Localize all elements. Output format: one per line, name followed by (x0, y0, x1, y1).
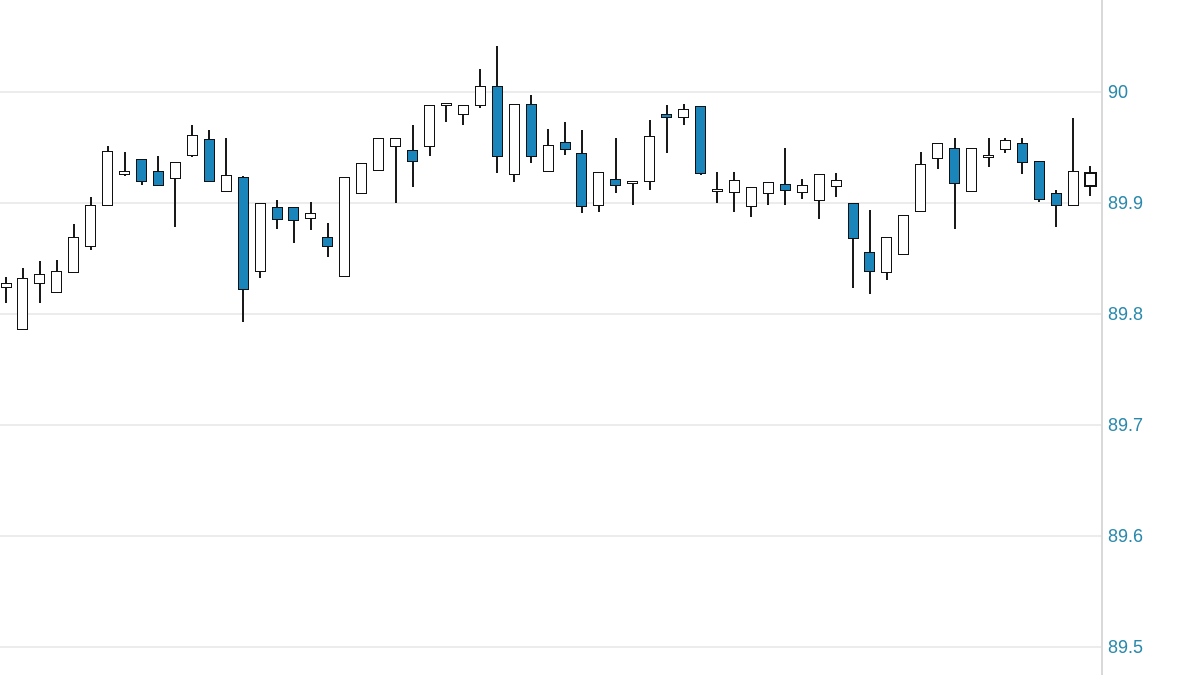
candle-up (796, 185, 808, 193)
candle-wick (564, 121, 567, 156)
candle-down (949, 147, 961, 185)
candle-up (356, 163, 368, 195)
candle-down (322, 237, 334, 248)
candle-up (220, 175, 232, 192)
candle-wick (445, 103, 448, 122)
candle-wick (1072, 117, 1075, 207)
candle-wick (987, 137, 990, 168)
candle-up (85, 205, 97, 248)
candle-down (1033, 160, 1045, 200)
candle-up (169, 161, 181, 179)
candle-down (610, 178, 622, 187)
candle-down (1050, 193, 1062, 207)
candle-wick (1055, 189, 1058, 228)
candle-up (881, 237, 893, 273)
candle-up (966, 147, 978, 192)
candle-up (508, 104, 520, 176)
current-candle (1083, 171, 1097, 188)
candle-up (678, 108, 690, 118)
candle-up (915, 164, 927, 212)
candle-down (288, 207, 300, 221)
candle-down (695, 106, 707, 175)
candle-up (999, 139, 1011, 150)
candle-up (17, 278, 29, 330)
y-axis-label: 90 (1108, 82, 1129, 102)
candle-up (186, 135, 198, 157)
candle-down (136, 158, 148, 182)
candle-up (1067, 170, 1079, 207)
candle-up (830, 179, 842, 188)
candle-down (779, 184, 791, 191)
y-axis-label: 89.9 (1108, 193, 1144, 213)
candle-up (932, 143, 944, 159)
candle-up (373, 137, 385, 171)
y-axis-line (1101, 0, 1103, 675)
candle-wick (784, 147, 787, 206)
candle-down (661, 114, 673, 118)
candle-down (491, 86, 503, 158)
candle-up (644, 136, 656, 182)
candle-wick (852, 203, 854, 289)
candle-up (593, 171, 605, 207)
candle-wick (5, 277, 7, 303)
y-axis-label: 89.8 (1108, 304, 1144, 324)
gridline (0, 535, 1101, 537)
candle-wick (665, 105, 668, 154)
candle-down (203, 138, 215, 182)
y-axis-label: 89.5 (1108, 637, 1144, 657)
candle-up (440, 103, 452, 107)
candle-up (0, 282, 12, 289)
candle-up (102, 150, 114, 207)
y-axis-label: 89.6 (1108, 526, 1144, 546)
gridline (0, 313, 1101, 315)
gridline (0, 202, 1101, 204)
candle-up (762, 181, 774, 195)
gridline (0, 91, 1101, 93)
candle-wick (614, 137, 617, 193)
candle-down (271, 207, 283, 220)
candle-up (424, 105, 435, 148)
candle-up (34, 274, 46, 285)
candle-wick (225, 137, 228, 192)
candle-up (68, 237, 80, 273)
gridline (0, 424, 1101, 426)
candle-up (474, 86, 486, 107)
candle-up (119, 170, 131, 176)
candle-down (1016, 143, 1028, 164)
candle-wick (123, 151, 126, 177)
candle-up (745, 187, 757, 208)
candle-down (152, 170, 164, 187)
candle-up (339, 177, 351, 278)
candle-wick (631, 180, 634, 206)
candle-up (983, 155, 995, 159)
candle-up (627, 180, 639, 185)
candle-down (847, 203, 859, 239)
candle-wick (462, 105, 465, 126)
candle-up (728, 179, 740, 193)
candle-up (711, 188, 723, 192)
candle-down (407, 149, 419, 162)
candle-down (576, 153, 588, 208)
candle-up (51, 270, 63, 293)
gridline (0, 646, 1101, 648)
candle-down (864, 251, 876, 272)
candle-up (390, 137, 402, 148)
chart-plot-area[interactable] (0, 0, 1101, 675)
candle-wick (716, 171, 719, 203)
candle-up (542, 145, 554, 172)
candle-up (305, 212, 317, 219)
candle-wick (292, 207, 295, 243)
candle-down (559, 141, 571, 150)
candle-up (254, 203, 266, 272)
candle-up (813, 174, 825, 201)
candle-up (457, 105, 469, 116)
y-axis-label: 89.7 (1108, 415, 1144, 435)
candle-down (237, 177, 249, 290)
candle-wick (394, 137, 397, 203)
candle-down (525, 104, 537, 158)
candle-up (898, 215, 910, 256)
candle-wick (174, 161, 177, 228)
